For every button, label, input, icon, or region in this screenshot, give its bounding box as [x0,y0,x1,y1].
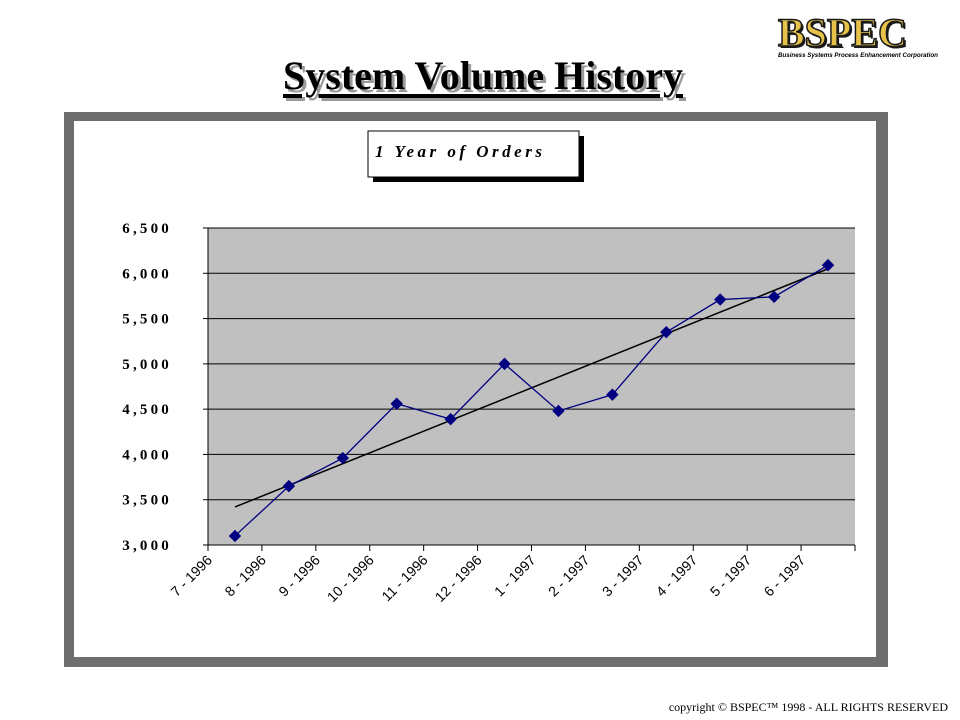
x-tick-label: 4 - 1997 [653,552,701,600]
chart-title-box: 1 Year of Orders [367,130,584,182]
data-point [821,258,835,272]
chart-area: 3,000 3,500 4,000 4,500 5,000 5,500 6,000 6,500… [74,121,876,657]
y-tick-label: 5,000 [122,357,172,373]
logo-wordmark: BSPEC [777,10,907,55]
y-tick-label: 5,500 [122,312,172,328]
data-point [767,290,781,304]
x-tick-label: 5 - 1997 [707,552,755,600]
copyright-footer: copyright © BSPEC™ 1998 - ALL RIGHTS RES… [668,700,948,714]
x-tick-label: 3 - 1997 [599,552,647,600]
data-point [282,479,296,493]
y-tick-label: 4,500 [122,402,172,418]
logo-tagline: Business Systems Process Enhancement Cor… [778,52,938,59]
data-point [552,404,565,418]
x-tick-label: 7 - 1996 [167,552,215,600]
line-chart: 3,000 3,500 4,000 4,500 5,000 5,500 6,000 6,500… [122,130,856,605]
data-point [390,397,403,410]
y-tick-label: 3,500 [122,493,172,509]
x-tick-label: 6 - 1997 [761,552,809,600]
plot-area [208,228,855,545]
bspec-logo: BSPEC Business Systems Process Enhanceme… [774,10,944,62]
y-tick-label: 6,000 [122,266,172,282]
x-tick-label: 2 - 1997 [545,552,593,600]
x-tick-label: 8 - 1996 [221,552,269,600]
data-point [714,293,727,306]
data-point [336,451,349,465]
data-point [498,357,511,371]
x-tick-label: 10 - 1996 [324,552,377,605]
y-tick-label: 4,000 [122,447,172,463]
data-point [444,412,457,426]
data-point [606,388,619,401]
y-tick-label: 3,000 [122,538,172,554]
x-tick-label: 9 - 1996 [275,552,323,600]
x-tick-label: 12 - 1996 [432,552,485,605]
page-title: System Volume History [283,53,683,98]
series-line [234,264,829,537]
y-tick-label: 6,500 [122,221,172,237]
chart-title: 1 Year of Orders [375,142,545,161]
data-point [228,529,242,543]
x-tick-label: 1 - 1997 [491,552,539,600]
chart-title-border [367,130,580,178]
x-tick-label: 11 - 1996 [378,552,431,605]
data-point [660,325,673,339]
